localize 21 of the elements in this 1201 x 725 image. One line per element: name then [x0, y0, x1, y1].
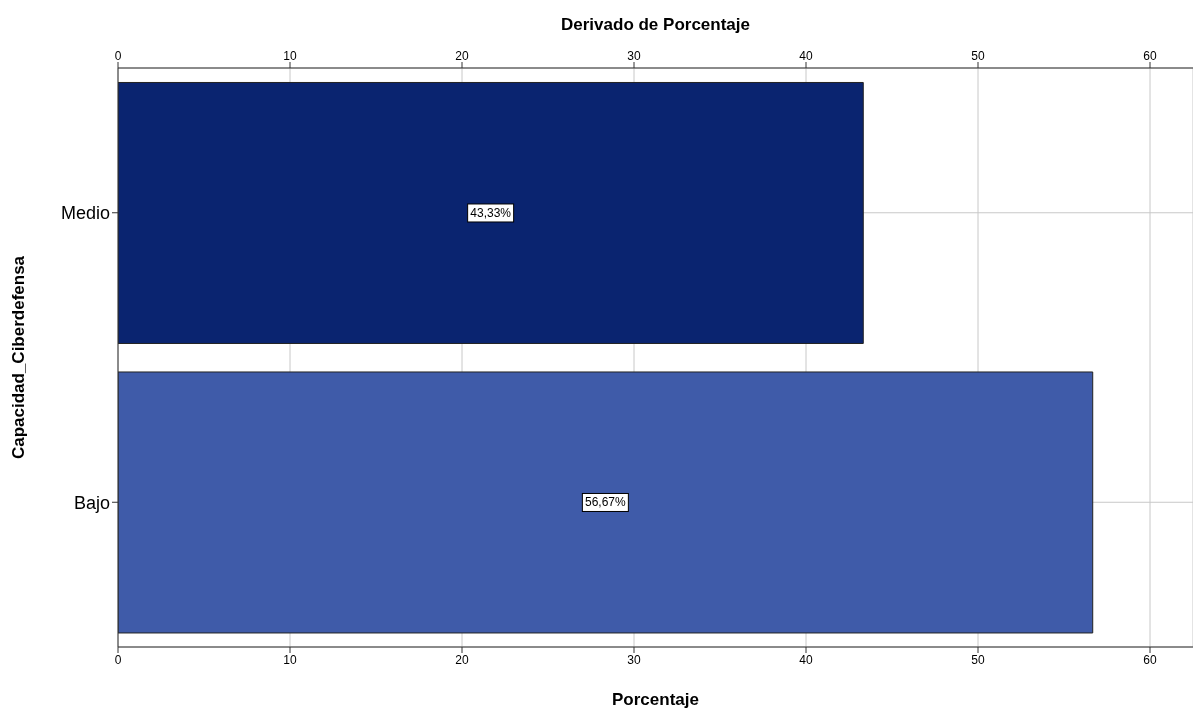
x2-tick-label: 0	[114, 652, 122, 667]
x2-tick-label: 10	[283, 652, 297, 667]
x2-axis-title: Derivado de Porcentaje	[561, 15, 750, 35]
x-tick-label: 60	[1143, 49, 1157, 63]
x-tick-label: 20	[455, 49, 469, 63]
x2-tick-label: 40	[799, 652, 813, 667]
x2-tick-label: 20	[455, 652, 469, 667]
x-tick-label: 50	[971, 49, 985, 63]
data-label: 43,33%	[470, 205, 512, 220]
data-label: 56,67%	[585, 495, 627, 510]
x2-tick-label: 60	[1143, 652, 1157, 667]
x-tick-label: 0	[114, 49, 122, 63]
x2-tick-label: 30	[627, 652, 641, 667]
y-tick-label: Bajo	[73, 492, 110, 513]
y-tick-label: Medio	[60, 203, 110, 224]
x-axis-title: Porcentaje	[612, 690, 699, 709]
x-tick-label: 30	[627, 49, 641, 63]
x-tick-label: 10	[283, 49, 297, 63]
y-axis-title: Capacidad_Ciberdefensa	[9, 255, 29, 460]
x2-tick-label: 50	[971, 652, 985, 667]
x-tick-label: 40	[799, 49, 813, 63]
